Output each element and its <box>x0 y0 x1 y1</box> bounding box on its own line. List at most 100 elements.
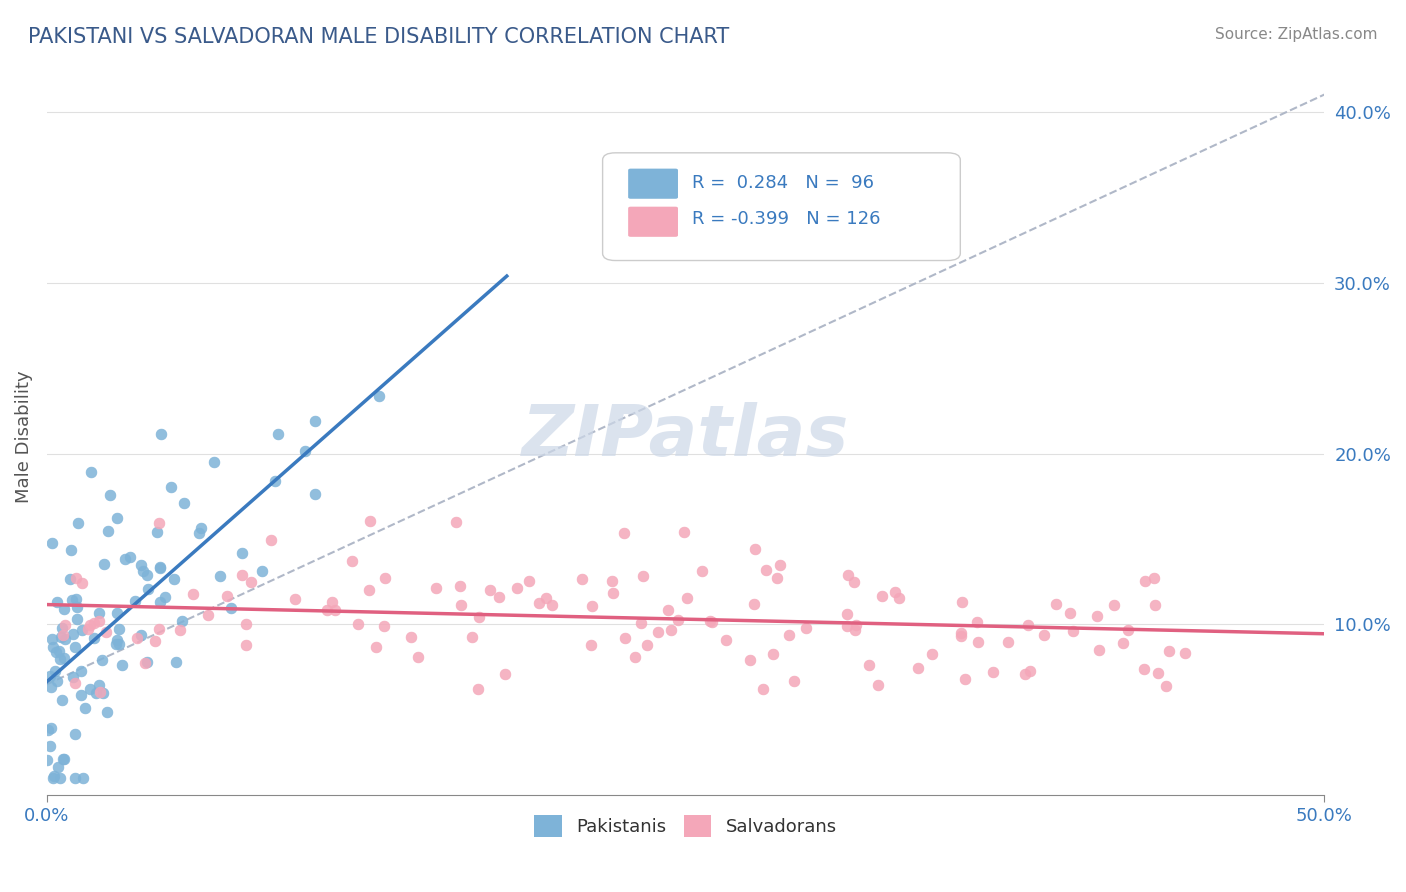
Point <box>1174 646 1197 660</box>
Point <box>921 648 943 662</box>
Point <box>467 682 489 697</box>
Point <box>517 574 540 588</box>
Point <box>602 586 624 600</box>
Point <box>636 638 658 652</box>
Point <box>87 614 110 628</box>
Point <box>316 602 339 616</box>
Point <box>766 571 789 585</box>
Point <box>406 649 429 664</box>
Point <box>66 612 89 626</box>
Point <box>761 647 783 661</box>
Point <box>444 515 467 529</box>
Point <box>129 628 152 642</box>
Point <box>51 692 73 706</box>
Point <box>42 769 65 783</box>
Point <box>169 623 191 637</box>
Point <box>1045 597 1067 611</box>
Point <box>837 568 859 582</box>
Text: ZIPatlas: ZIPatlas <box>522 402 849 471</box>
Legend: Pakistanis, Salvadorans: Pakistanis, Salvadorans <box>527 807 844 844</box>
Point <box>321 595 343 609</box>
Point <box>96 524 118 538</box>
Point <box>63 676 86 690</box>
Point <box>72 772 94 786</box>
Point <box>368 389 391 403</box>
Point <box>45 645 67 659</box>
Point <box>149 561 172 575</box>
Point <box>219 601 242 615</box>
Point <box>231 567 253 582</box>
Point <box>1019 664 1042 678</box>
Point <box>53 617 76 632</box>
Point <box>266 427 288 442</box>
Text: Source: ZipAtlas.com: Source: ZipAtlas.com <box>1215 27 1378 42</box>
Point <box>581 599 603 613</box>
Point <box>235 617 257 632</box>
Point <box>181 587 204 601</box>
Point <box>215 590 238 604</box>
Point <box>107 622 129 636</box>
Point <box>120 550 142 565</box>
Point <box>1133 574 1156 588</box>
Point <box>39 739 62 753</box>
Point <box>49 652 72 666</box>
Point <box>53 632 76 646</box>
Point <box>79 681 101 696</box>
Point <box>858 657 880 672</box>
Point <box>150 427 173 442</box>
Point <box>845 618 868 632</box>
Point <box>953 672 976 686</box>
Point <box>108 637 131 651</box>
Point <box>1147 666 1170 681</box>
Point <box>37 723 59 737</box>
Point <box>62 670 84 684</box>
Point <box>66 516 89 531</box>
Point <box>1014 666 1036 681</box>
Point <box>1087 643 1109 657</box>
Point <box>87 678 110 692</box>
Point <box>744 541 766 556</box>
Point <box>136 655 159 669</box>
Point <box>136 568 159 582</box>
Point <box>65 727 87 741</box>
Point <box>41 632 63 647</box>
Point <box>70 575 93 590</box>
Point <box>1116 624 1139 638</box>
Point <box>374 571 396 585</box>
Point <box>1154 679 1177 693</box>
Point <box>613 632 636 646</box>
Text: R = -0.399   N = 126: R = -0.399 N = 126 <box>692 210 880 227</box>
Point <box>165 655 187 669</box>
Point <box>104 637 127 651</box>
Point <box>188 526 211 541</box>
Point <box>1085 608 1108 623</box>
Point <box>129 558 152 572</box>
Point <box>52 650 75 665</box>
Point <box>1017 618 1039 632</box>
Point <box>304 487 326 501</box>
Point <box>208 569 231 583</box>
Point <box>425 581 447 595</box>
Point <box>907 661 929 675</box>
Point <box>89 606 111 620</box>
Point <box>49 772 72 786</box>
Point <box>149 560 172 574</box>
Point <box>52 628 75 642</box>
Point <box>59 572 82 586</box>
Point <box>478 582 501 597</box>
Point <box>997 635 1019 649</box>
Point <box>716 632 738 647</box>
Point <box>778 628 800 642</box>
Y-axis label: Male Disability: Male Disability <box>15 370 32 503</box>
Point <box>60 543 83 558</box>
Point <box>571 572 593 586</box>
Point <box>323 603 346 617</box>
Point <box>844 624 866 638</box>
Point <box>794 621 817 635</box>
Point <box>84 685 107 699</box>
Point <box>52 601 75 615</box>
Point <box>91 653 114 667</box>
Point <box>83 631 105 645</box>
Point <box>967 634 990 648</box>
Point <box>41 680 63 694</box>
